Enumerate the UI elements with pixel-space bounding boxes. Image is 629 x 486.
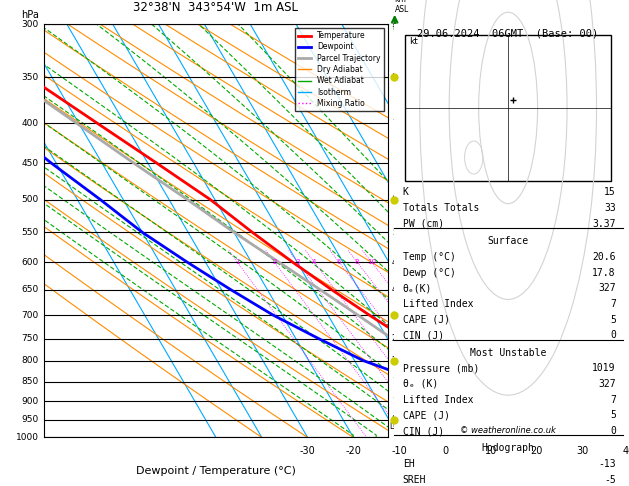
Text: -30: -30 [299,446,316,456]
Text: 327: 327 [598,379,616,389]
Text: EH: EH [403,459,415,469]
Text: Surface: Surface [487,236,529,246]
Text: 4: 4 [312,259,316,265]
Text: 2: 2 [272,259,277,265]
Text: 950: 950 [21,416,39,424]
Text: θₑ(K): θₑ(K) [403,283,432,293]
Text: Temp (°C): Temp (°C) [403,252,455,262]
Text: 327: 327 [598,283,616,293]
Text: 500: 500 [21,195,39,204]
Text: 1.5: 1.5 [392,377,404,386]
Text: Pressure (mb): Pressure (mb) [403,364,479,373]
Text: 17.8: 17.8 [593,267,616,278]
Text: 0: 0 [442,446,448,456]
Text: 850: 850 [21,377,39,386]
Text: -20: -20 [345,446,362,456]
Text: 1: 1 [392,397,397,406]
Text: 8: 8 [392,73,397,82]
Text: SREH: SREH [403,475,426,485]
Text: 450: 450 [22,159,39,168]
Text: kt: kt [409,37,418,46]
Text: km
ASL: km ASL [394,0,409,14]
Text: 550: 550 [21,228,39,237]
Text: 15: 15 [604,188,616,197]
Text: θₑ (K): θₑ (K) [403,379,438,389]
Text: Dewp (°C): Dewp (°C) [403,267,455,278]
Text: K: K [403,188,409,197]
Text: 2.6: 2.6 [392,334,404,343]
Text: 4.8: 4.8 [392,258,404,267]
Text: 600: 600 [21,258,39,267]
Text: -13: -13 [598,459,616,469]
Text: CIN (J): CIN (J) [403,330,444,340]
Text: -10: -10 [391,446,407,456]
Text: 10: 10 [367,259,376,265]
Text: PW (cm): PW (cm) [403,219,444,229]
Text: Dewpoint / Temperature (°C): Dewpoint / Temperature (°C) [136,467,296,476]
Text: Most Unstable: Most Unstable [470,347,547,358]
Text: 9: 9 [392,20,397,29]
Text: 20: 20 [531,446,543,456]
Text: 4: 4 [392,285,397,294]
Text: 300: 300 [21,20,39,29]
Text: 5: 5 [610,410,616,420]
Text: 650: 650 [21,285,39,294]
Text: 3: 3 [295,259,299,265]
Text: 1000: 1000 [16,433,39,442]
Text: 3: 3 [392,311,397,319]
Text: 0: 0 [610,330,616,340]
Legend: Temperature, Dewpoint, Parcel Trajectory, Dry Adiabat, Wet Adiabat, Isotherm, Mi: Temperature, Dewpoint, Parcel Trajectory… [294,28,384,111]
Text: 3.37: 3.37 [593,219,616,229]
Text: Lifted Index: Lifted Index [403,299,473,309]
Text: Totals Totals: Totals Totals [403,203,479,213]
Text: 750: 750 [21,334,39,343]
Text: hPa: hPa [21,10,39,20]
Text: 6: 6 [392,195,397,204]
Text: 29.06.2024  06GMT  (Base: 00): 29.06.2024 06GMT (Base: 00) [418,29,599,38]
Text: Lifted Index: Lifted Index [403,395,473,405]
Text: 0.5: 0.5 [392,416,404,424]
Text: 700: 700 [21,311,39,319]
Bar [405,35,611,181]
Text: 350: 350 [21,73,39,82]
Text: 6: 6 [337,259,341,265]
Text: 32°38'N  343°54'W  1m ASL: 32°38'N 343°54'W 1m ASL [133,1,298,14]
Text: 33: 33 [604,203,616,213]
Text: 20.6: 20.6 [593,252,616,262]
Text: LCL: LCL [389,422,403,432]
Text: 1: 1 [235,259,240,265]
Text: Mixing Ratio (g/kg): Mixing Ratio (g/kg) [408,194,416,267]
Text: 400: 400 [22,119,39,127]
Text: CAPE (J): CAPE (J) [403,410,450,420]
Text: 800: 800 [21,356,39,365]
Text: CIN (J): CIN (J) [403,426,444,436]
Text: 8: 8 [355,259,359,265]
Text: 10: 10 [485,446,497,456]
Text: -5: -5 [604,475,616,485]
Text: 30: 30 [576,446,589,456]
Text: 1019: 1019 [593,364,616,373]
Text: 5: 5 [610,314,616,325]
Text: CAPE (J): CAPE (J) [403,314,450,325]
Text: 5: 5 [392,228,397,237]
Text: 7: 7 [610,299,616,309]
Text: 900: 900 [21,397,39,406]
Text: 2: 2 [392,356,397,365]
Text: 40: 40 [622,446,629,456]
Text: 0: 0 [610,426,616,436]
Text: 7: 7 [392,119,397,127]
Text: Hodograph: Hodograph [482,443,535,453]
Text: 7: 7 [610,395,616,405]
Text: © weatheronline.co.uk: © weatheronline.co.uk [460,426,556,435]
